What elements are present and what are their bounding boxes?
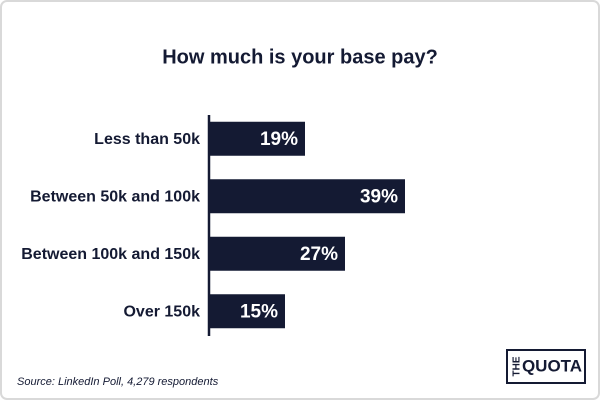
- chart-title: How much is your base pay?: [162, 46, 438, 68]
- logo-box: [506, 349, 586, 384]
- bar: [210, 179, 405, 214]
- category-label: Between 50k and 100k: [30, 188, 200, 205]
- logo-prefix: THE: [512, 356, 523, 376]
- bar: [210, 294, 285, 329]
- logo: THE QUOTA: [506, 349, 586, 384]
- category-label: Over 150k: [123, 303, 200, 320]
- category-label: Between 100k and 150k: [21, 246, 200, 263]
- logo-name: QUOTA: [522, 356, 582, 375]
- value-label: 15%: [240, 301, 278, 322]
- category-label: Less than 50k: [94, 131, 200, 148]
- value-label: 27%: [300, 244, 338, 265]
- value-label: 39%: [360, 186, 398, 207]
- source-note: Source: LinkedIn Poll, 4,279 respondents: [17, 376, 219, 388]
- bar: [210, 236, 345, 271]
- value-label: 19%: [260, 129, 298, 150]
- bar: [210, 121, 305, 156]
